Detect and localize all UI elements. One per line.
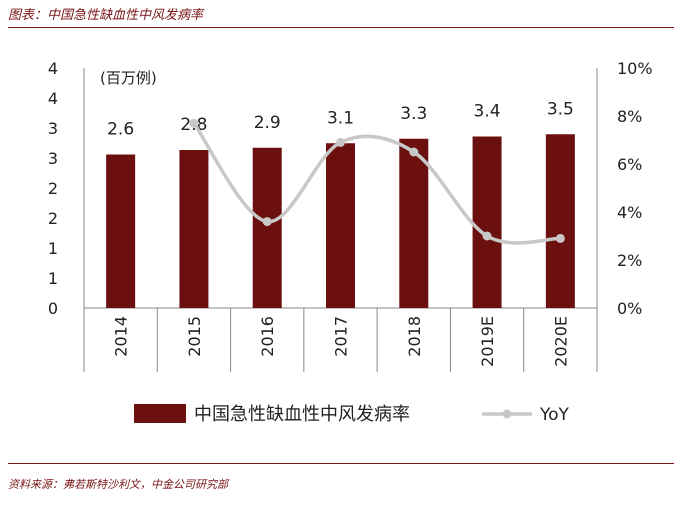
right-axis-tick-label: 8% [617,107,642,126]
yoy-point [482,231,492,241]
yoy-point [555,233,565,243]
right-axis-tick-label: 10% [617,59,653,78]
x-tick-label: 2020E [551,316,570,367]
yoy-point [336,137,345,147]
bar [472,136,502,308]
unit-label: (百万例) [100,69,157,87]
left-axis-tick-label: 3 [48,149,58,168]
left-axis-tick-label: 0 [48,299,58,318]
bar [179,150,209,308]
x-tick-label: 2019E [478,316,497,367]
yoy-line [192,121,563,245]
legend-bar-label: 中国急性缺血性中风发病率 [194,404,410,425]
bar-value-label: 2.9 [254,113,281,133]
x-tick-label: 2017 [332,316,351,357]
right-axis-tick-label: 2% [617,251,642,270]
bar [326,143,355,308]
bottom-divider [8,463,674,464]
bar-value-label: 3.4 [474,102,501,122]
right-axis-tick-label: 0% [617,299,642,318]
x-tick-label: 2018 [405,316,424,357]
bar-value-label: 3.1 [327,108,354,128]
bar-value-label: 2.6 [107,120,134,140]
right-axis-tick-label: 6% [617,155,642,174]
yoy-point [189,118,199,128]
left-axis-tick-label: 2 [48,209,58,228]
source-note: 资料来源：弗若斯特沙利文，中金公司研究部 [8,478,228,491]
yoy-point [262,217,272,227]
bar-value-label: 3.5 [547,99,574,119]
left-axis-tick-label: 1 [48,269,58,288]
left-axis-tick-label: 2 [48,179,58,198]
bar [545,134,575,308]
bar [106,154,136,308]
yoy-point [409,147,419,157]
top-divider [8,27,674,28]
x-tick-label: 2016 [258,316,277,357]
x-tick-label: 2015 [185,316,204,357]
bar [399,138,429,308]
left-axis-tick-label: 4 [48,89,58,108]
left-axis-tick-label: 3 [48,119,58,138]
legend-bar-swatch [134,404,186,423]
left-axis-tick-label: 4 [48,59,58,78]
legend-line-label: YoY [539,405,570,425]
x-tick-label: 2014 [112,316,131,357]
bar-value-label: 3.3 [400,104,427,124]
bar [252,147,282,308]
left-axis-tick-label: 1 [48,239,58,258]
right-axis-tick-label: 4% [617,203,642,222]
chart-title: 图表：中国急性缺血性中风发病率 [8,8,204,23]
legend-line-marker [502,409,512,419]
